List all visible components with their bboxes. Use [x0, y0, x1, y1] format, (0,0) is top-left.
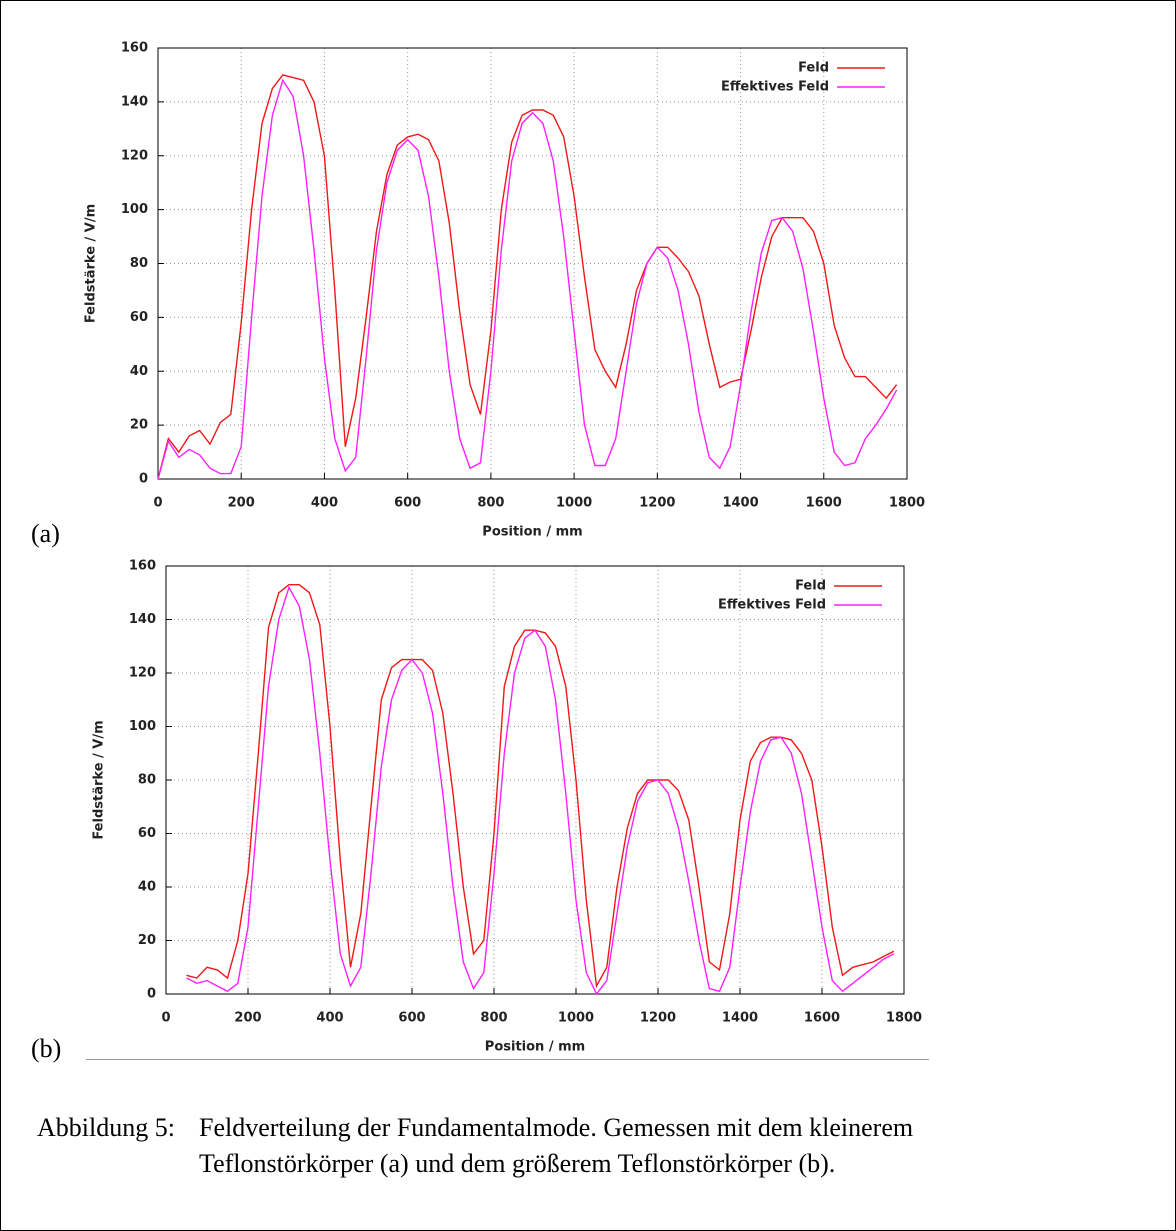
x-tick-label: 200	[234, 1011, 261, 1026]
x-tick-label: 600	[394, 496, 421, 511]
y-tick-label: 60	[130, 310, 148, 325]
x-tick-label: 200	[228, 496, 255, 511]
y-tick-label: 120	[129, 666, 156, 681]
x-tick-label: 1000	[558, 1011, 594, 1026]
x-tick-label: 400	[316, 1011, 343, 1026]
caption-line: Feldverteilung der Fundamentalmode. Geme…	[199, 1113, 914, 1142]
y-tick-label: 20	[130, 418, 148, 433]
x-tick-label: 1600	[806, 496, 842, 511]
x-tick-label: 1200	[640, 1011, 676, 1026]
y-tick-label: 80	[138, 773, 156, 788]
y-tick-label: 140	[129, 612, 156, 627]
x-tick-label: 1600	[804, 1011, 840, 1026]
y-tick-label: 100	[121, 202, 148, 217]
x-tick-label: 1400	[722, 496, 758, 511]
y-tick-label: 80	[130, 256, 148, 271]
legend-label: Feld	[798, 61, 829, 76]
plot-frame	[165, 565, 905, 995]
legend-label: Feld	[795, 579, 826, 594]
x-tick-label: 1800	[889, 496, 925, 511]
panel-label: (b)	[31, 1034, 62, 1063]
y-tick-label: 140	[121, 94, 148, 109]
separator	[86, 1059, 929, 1060]
x-tick-label: 1200	[639, 496, 675, 511]
x-tick-label: 1800	[886, 1011, 922, 1026]
legend-label: Effektives Feld	[721, 80, 829, 95]
x-tick-label: 0	[153, 496, 162, 511]
x-tick-label: 1000	[556, 496, 592, 511]
data-line	[157, 78, 898, 480]
data-line	[186, 585, 895, 996]
data-line	[157, 74, 898, 480]
y-tick-label: 160	[129, 559, 156, 574]
panel-label: (a)	[31, 519, 60, 548]
x-tick-label: 600	[398, 1011, 425, 1026]
y-tick-label: 0	[139, 472, 148, 487]
y-tick-label: 60	[138, 826, 156, 841]
caption-label: Abbildung 5:	[37, 1113, 175, 1142]
x-axis-label: Position / mm	[482, 525, 582, 540]
x-tick-label: 0	[161, 1011, 170, 1026]
plot-frame	[157, 47, 908, 480]
legend-label: Effektives Feld	[718, 598, 826, 613]
y-axis-label: Feldstärke / V/m	[84, 204, 99, 323]
x-tick-label: 400	[311, 496, 338, 511]
y-tick-label: 20	[138, 933, 156, 948]
y-tick-label: 40	[138, 880, 156, 895]
x-tick-label: 800	[477, 496, 504, 511]
x-tick-label: 800	[480, 1011, 507, 1026]
y-tick-label: 40	[130, 364, 148, 379]
y-tick-label: 100	[129, 719, 156, 734]
x-axis-label: Position / mm	[485, 1040, 585, 1055]
caption-line: Teflonstörkörper (a) und dem größerem Te…	[199, 1149, 836, 1178]
y-axis-label: Feldstärke / V/m	[92, 720, 107, 839]
y-tick-label: 0	[147, 987, 156, 1002]
y-tick-label: 120	[121, 148, 148, 163]
data-line	[186, 584, 895, 989]
x-tick-label: 1400	[722, 1011, 758, 1026]
y-tick-label: 160	[121, 41, 148, 56]
